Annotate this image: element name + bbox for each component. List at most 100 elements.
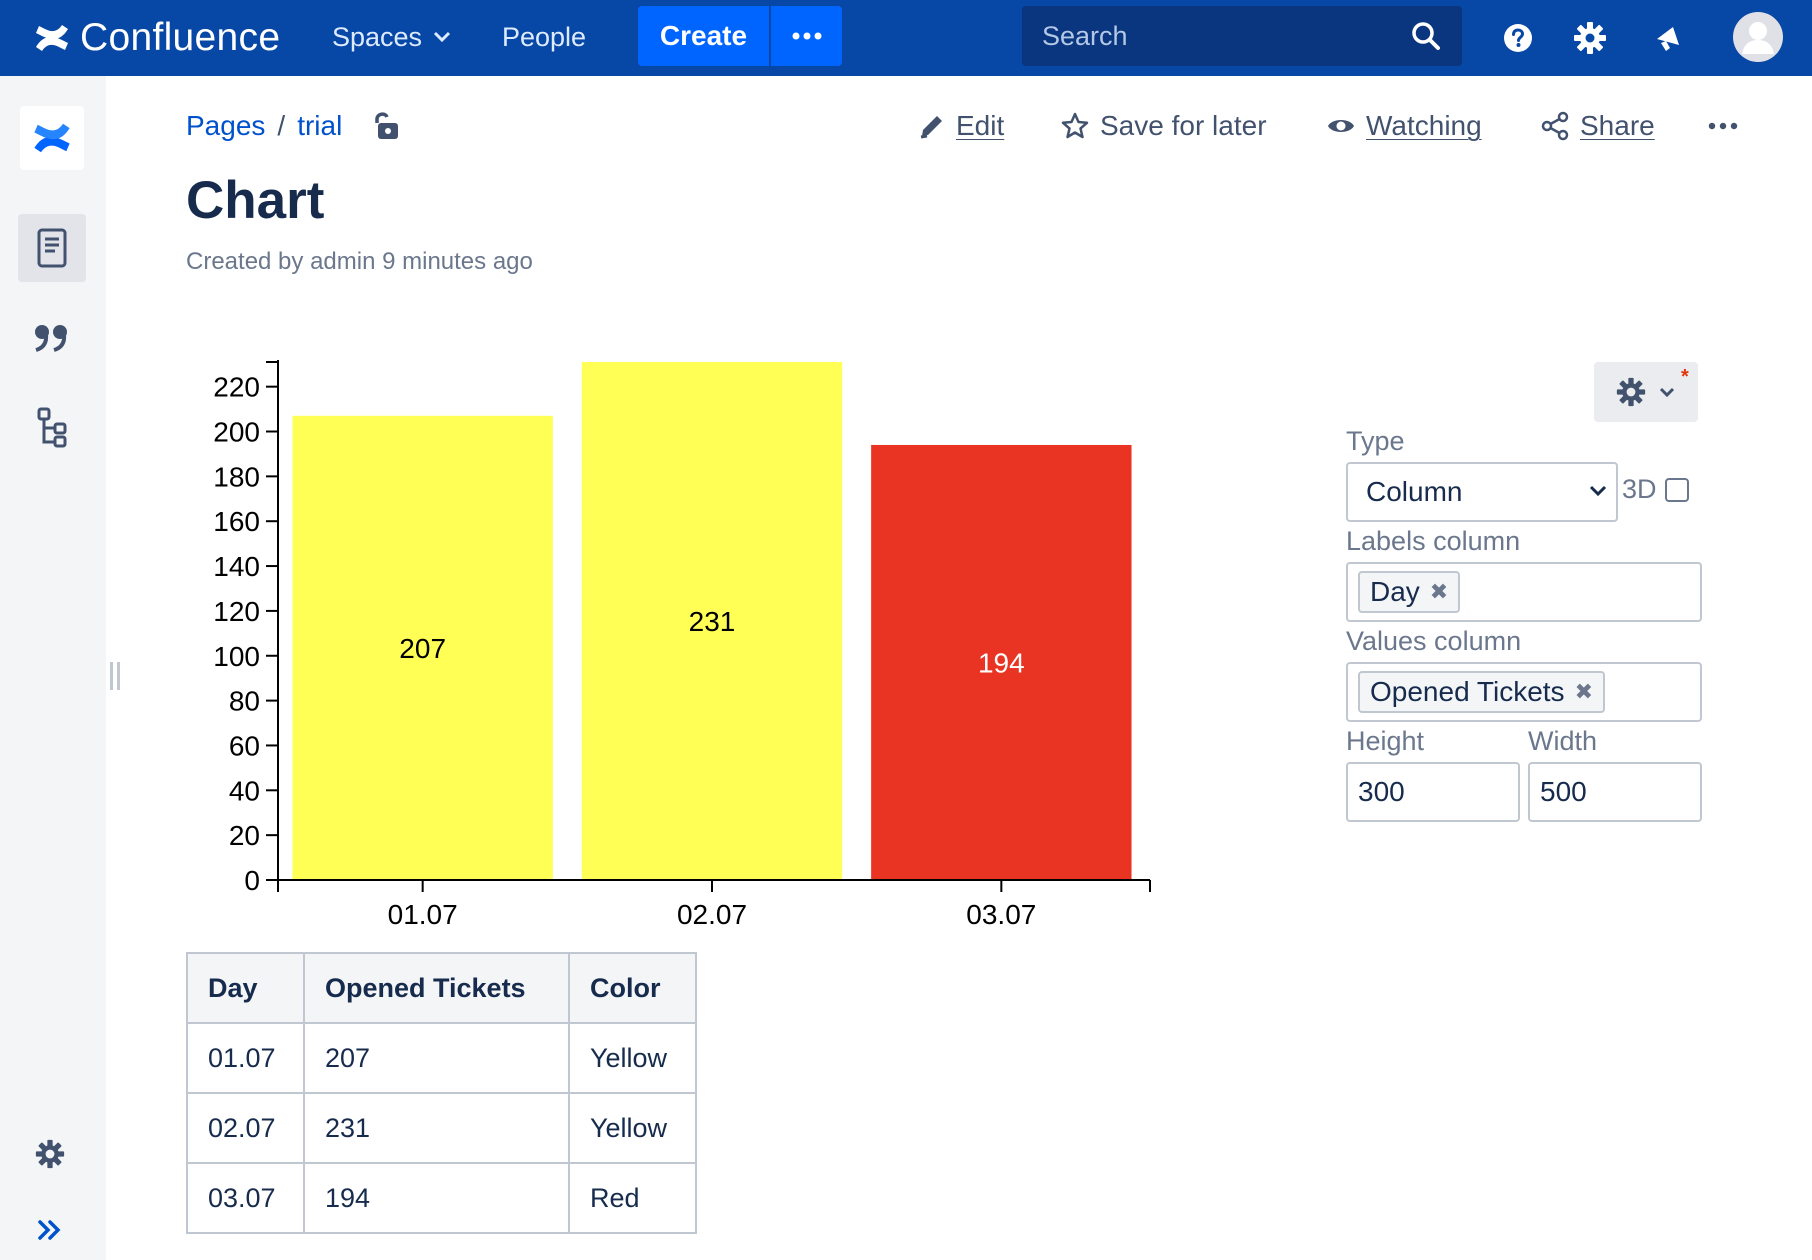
table-cell: 194 — [303, 1162, 570, 1234]
chart-y-tick-label: 60 — [229, 730, 260, 761]
chart-data-label: 231 — [689, 606, 736, 637]
chart-data-label: 207 — [399, 633, 446, 664]
left-sidebar — [0, 76, 106, 1260]
chart-y-tick-label: 20 — [229, 820, 260, 851]
confluence-space-icon — [34, 123, 70, 153]
chevron-down-icon — [434, 31, 451, 43]
save-for-later-label: Save for later — [1100, 110, 1267, 141]
chart-y-tick-label: 200 — [213, 417, 260, 448]
spaces-label: Spaces — [332, 21, 423, 52]
search-input[interactable] — [1022, 20, 1402, 52]
spaces-menu[interactable]: Spaces — [332, 14, 452, 60]
space-logo[interactable] — [20, 106, 84, 170]
eye-icon — [1328, 120, 1354, 132]
table-cell: 03.07 — [186, 1162, 305, 1234]
watching-label: Watching — [1366, 110, 1482, 141]
sidebar-resize-handle[interactable] — [110, 662, 120, 690]
pencil-icon — [920, 116, 942, 139]
notifications-megaphone-icon[interactable] — [1648, 18, 1688, 58]
page-title: Chart — [186, 171, 325, 230]
more-horizontal-icon — [1708, 122, 1738, 130]
width-label: Width — [1528, 726, 1598, 756]
search-box[interactable] — [1022, 6, 1462, 66]
chart-y-tick-label: 180 — [213, 461, 260, 492]
table-cell: Yellow — [568, 1022, 697, 1094]
table-cell: Yellow — [568, 1092, 697, 1164]
chart-bar — [871, 444, 1132, 880]
labels-column-input[interactable]: Day ✖ — [1346, 562, 1702, 622]
labels-column-tag: Day ✖ — [1358, 571, 1461, 613]
watching-button[interactable]: Watching — [1326, 106, 1482, 146]
user-avatar-icon — [1742, 22, 1774, 54]
height-input[interactable] — [1346, 762, 1520, 822]
page-byline: Created by admin 9 minutes ago — [186, 248, 533, 275]
table-cell: 01.07 — [186, 1022, 305, 1094]
settings-gear-icon[interactable] — [1570, 18, 1610, 58]
bar-chart: 207 231 194 0 20 40 60 80 100 120 140 160 180 200 220 0… — [213, 360, 1151, 930]
chart-y-tick-label: 120 — [213, 596, 260, 627]
brand-name: Confluence — [80, 16, 281, 59]
sidebar-item-page-tree[interactable] — [18, 394, 86, 462]
search-icon[interactable] — [1410, 20, 1442, 52]
unlock-icon[interactable] — [372, 111, 400, 141]
share-button[interactable]: Share — [1540, 106, 1655, 146]
chart-x-tick-label: 01.07 — [388, 899, 458, 930]
chart-settings-button[interactable] — [1594, 362, 1698, 422]
space-settings-icon[interactable] — [30, 1134, 70, 1174]
breadcrumb-pages[interactable]: Pages — [186, 110, 266, 141]
more-actions-button[interactable] — [1708, 106, 1748, 146]
page-tree-icon — [37, 407, 67, 448]
table-row: 03.07 194 Red — [186, 1162, 697, 1234]
three-d-label: 3D — [1622, 474, 1657, 504]
breadcrumb-separator: / — [277, 110, 286, 141]
breadcrumb-trial[interactable]: trial — [297, 110, 343, 141]
confluence-logo-icon — [36, 25, 68, 51]
chart-x-tick-label: 03.07 — [966, 899, 1036, 930]
table-header-day: Day — [186, 952, 305, 1024]
chevron-down-icon — [1659, 387, 1675, 398]
chart-y-tick-label: 160 — [213, 506, 260, 537]
chart-y-tick-label: 0 — [244, 865, 260, 896]
people-label: People — [502, 21, 587, 52]
chart-bar — [292, 415, 553, 880]
height-label: Height — [1346, 726, 1425, 756]
sidebar-item-blog[interactable] — [18, 304, 86, 372]
create-button[interactable]: Create — [638, 6, 769, 66]
chart-y-tick-label: 220 — [213, 372, 260, 403]
chart-type-value: Column — [1366, 476, 1463, 507]
values-column-input[interactable]: Opened Tickets ✖ — [1346, 662, 1702, 722]
chart-data-label: 194 — [978, 647, 1025, 678]
page-icon — [37, 228, 67, 268]
chart-y-tick-label: 80 — [229, 686, 260, 717]
chart-y-tick-label: 140 — [213, 551, 260, 582]
user-avatar[interactable] — [1733, 12, 1783, 62]
values-column-tag: Opened Tickets ✖ — [1358, 671, 1605, 713]
help-icon[interactable] — [1498, 18, 1538, 58]
table-header-row: Day Opened Tickets Color — [186, 952, 697, 1024]
labels-column-label: Labels column — [1346, 526, 1521, 556]
remove-tag-icon[interactable]: ✖ — [1574, 679, 1593, 704]
edit-button[interactable]: Edit — [918, 106, 1004, 146]
create-more-button[interactable] — [771, 6, 842, 66]
more-horizontal-icon — [792, 32, 821, 40]
breadcrumb: Pages / trial — [186, 108, 400, 144]
star-icon — [1061, 112, 1089, 139]
people-link[interactable]: People — [502, 14, 586, 60]
sidebar-item-pages[interactable] — [18, 214, 86, 282]
three-d-checkbox[interactable] — [1664, 477, 1689, 502]
gear-icon — [1616, 377, 1646, 407]
modified-indicator: * — [1681, 366, 1689, 388]
table-cell: 207 — [303, 1022, 570, 1094]
expand-sidebar-icon[interactable] — [30, 1210, 70, 1250]
three-d-option: 3D — [1622, 474, 1689, 505]
remove-tag-icon[interactable]: ✖ — [1429, 579, 1449, 604]
table-header-color: Color — [568, 952, 697, 1024]
save-for-later-button[interactable]: Save for later — [1060, 106, 1267, 146]
confluence-logo[interactable]: Confluence — [32, 10, 280, 66]
table-row: 02.07 231 Yellow — [186, 1092, 697, 1164]
share-icon — [1541, 111, 1569, 141]
width-input[interactable] — [1528, 762, 1702, 822]
table-cell: 231 — [303, 1092, 570, 1164]
table-row: 01.07 207 Yellow — [186, 1022, 697, 1094]
chart-type-select[interactable]: Column — [1346, 462, 1618, 522]
